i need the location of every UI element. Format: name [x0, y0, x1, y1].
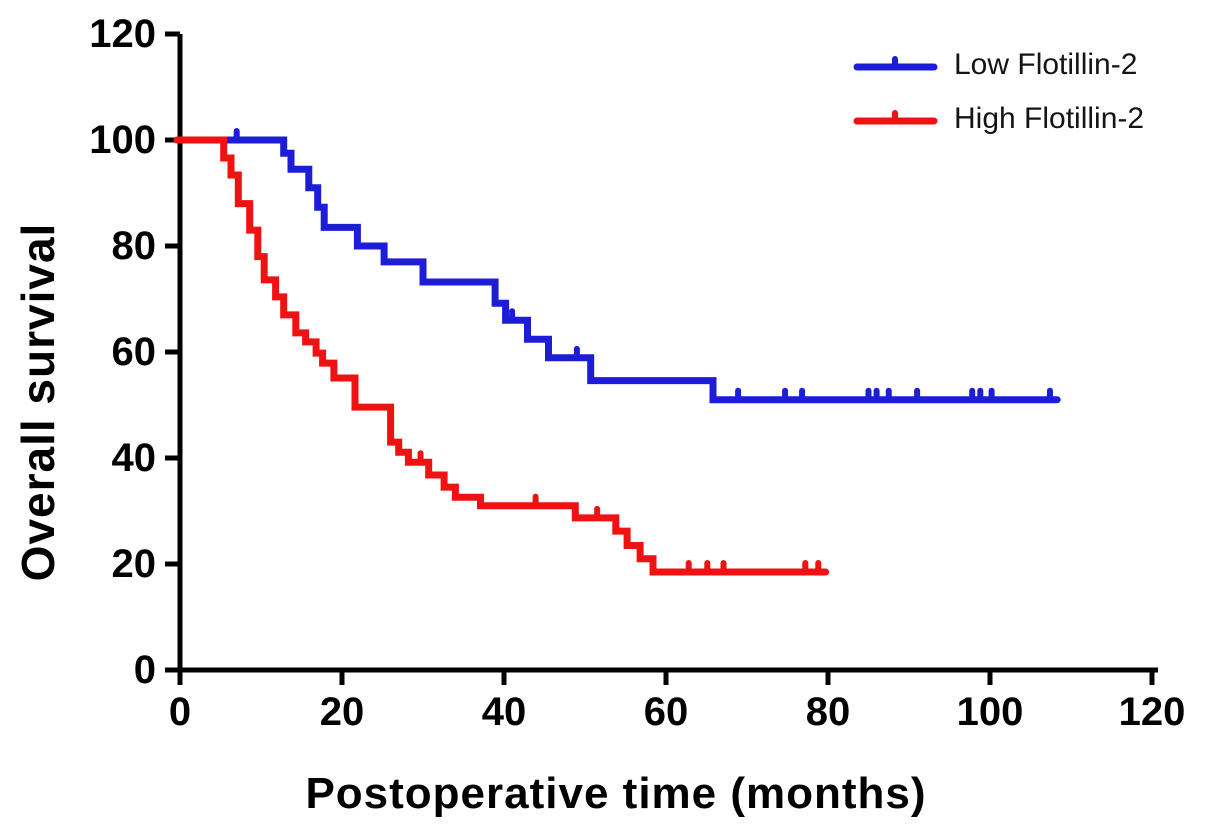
x-tick-label: 100	[957, 690, 1024, 734]
y-tick-label: 40	[112, 436, 157, 480]
y-tick-label: 20	[112, 542, 157, 586]
y-tick-label: 80	[112, 224, 157, 268]
survival-curve-high-flotillin-2	[173, 136, 830, 576]
legend-item-high-flotillin-2: High Flotillin-2	[852, 102, 1144, 136]
x-tick-label: 40	[482, 690, 527, 734]
legend-line-low-icon	[853, 56, 938, 71]
x-tick-label: 120	[1119, 690, 1186, 734]
y-tick-label: 100	[89, 118, 156, 162]
x-axis-title: Postoperative time (months)	[305, 769, 927, 818]
survival-curve-low-flotillin-2	[176, 136, 1061, 404]
legend-line-high-icon	[853, 110, 938, 125]
legend-label-high-flotillin-2: High Flotillin-2	[954, 102, 1145, 135]
legend: Low Flotillin-2 High Flotillin-2	[852, 48, 1144, 136]
x-tick-label: 80	[806, 690, 851, 734]
x-tick-label: 60	[644, 690, 689, 734]
legend-label-low-flotillin-2: Low Flotillin-2	[954, 48, 1138, 81]
y-tick-label: 0	[134, 648, 156, 692]
x-tick-label: 0	[169, 690, 191, 734]
y-tick-label: 60	[112, 330, 157, 374]
legend-item-low-flotillin-2: Low Flotillin-2	[852, 48, 1144, 82]
y-axis-title: Overall survival	[12, 222, 64, 582]
x-tick-label: 20	[320, 690, 365, 734]
y-tick-label: 120	[89, 12, 156, 56]
